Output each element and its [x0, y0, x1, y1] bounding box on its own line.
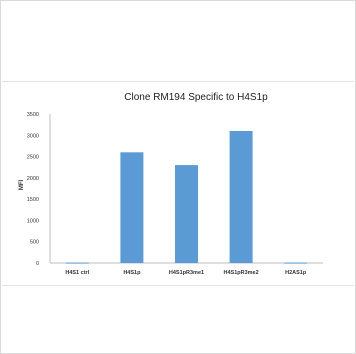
y-tick-label: 1500: [27, 197, 39, 203]
x-tick-label: H2AS1p: [285, 270, 307, 276]
bars-group: [65, 131, 308, 264]
bar-h4s1p: [120, 152, 144, 263]
chart-title: Clone RM194 Specific to H4S1p: [124, 92, 268, 103]
y-axis-label: MFI: [19, 180, 25, 191]
y-tick-label: 3500: [27, 112, 39, 118]
y-tick-label: 3000: [27, 133, 39, 139]
divider-bottom: [2, 285, 354, 286]
bar-h4s1pr3me1: [175, 165, 198, 263]
y-tick-label: 2500: [27, 155, 39, 161]
x-tick-label: H4S1pR3me2: [224, 270, 259, 276]
y-tick-label: 500: [30, 240, 39, 246]
y-tick-label: 2000: [27, 176, 39, 182]
bar-h2as1p: [284, 262, 308, 264]
divider-top: [2, 81, 354, 82]
x-tick-label: H4S1 ctrl: [65, 270, 89, 276]
bar-h4s1-ctrl: [65, 262, 89, 264]
bar-h4s1pr3me2: [229, 131, 253, 263]
x-tick-labels: H4S1 ctrl H4S1p H4S1pR3me1 H4S1pR3me2 H2AS1p: [65, 270, 307, 276]
y-tick-labels: 0 500 1000 1500 2000 2500 3000 3500: [27, 112, 39, 267]
y-tick-label: 1000: [27, 218, 39, 224]
y-tick-label: 0: [36, 261, 39, 267]
x-tick-label: H4S1pR3me1: [169, 270, 204, 276]
x-tick-label: H4S1p: [123, 270, 141, 276]
